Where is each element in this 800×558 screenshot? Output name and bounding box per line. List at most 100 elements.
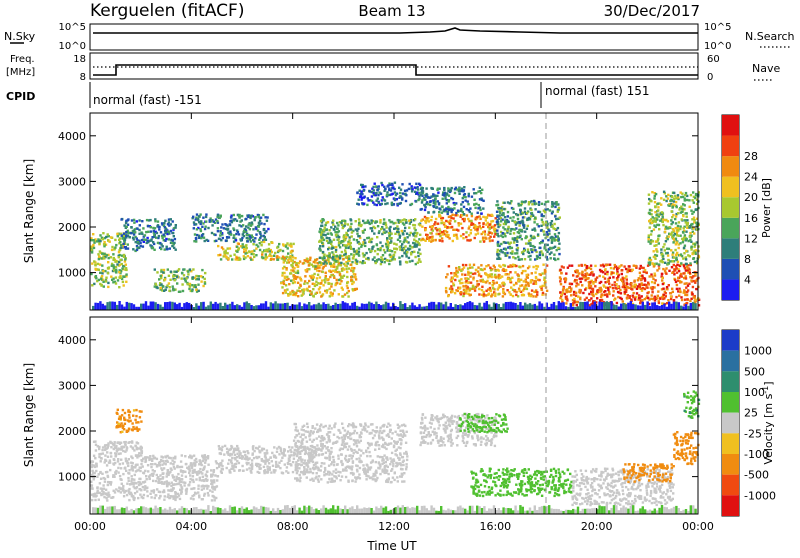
scatter-cell	[125, 235, 127, 237]
scatter-cell	[655, 248, 657, 250]
scatter-cell	[552, 211, 554, 213]
scatter-cell	[530, 249, 532, 251]
scatter-cell	[118, 286, 120, 288]
scatter-cell	[376, 244, 378, 246]
scatter-cell	[363, 239, 365, 241]
scatter-cell	[458, 193, 460, 195]
scatter-cell	[370, 241, 372, 243]
scatter-cell	[99, 250, 101, 252]
scatter-cell	[441, 240, 443, 242]
scatter-cell	[327, 248, 329, 250]
scatter-cell	[352, 288, 354, 290]
scatter-cell	[417, 262, 419, 264]
scatter-cell	[515, 265, 517, 267]
scatter-cell	[469, 288, 471, 290]
scatter-cell	[676, 234, 678, 236]
scatter-cell	[145, 231, 147, 233]
scatter-cell	[116, 412, 118, 414]
scatter-cell	[646, 287, 648, 289]
ground-scatter-cell	[145, 301, 147, 310]
ground-scatter-cell	[486, 301, 488, 310]
scatter-cell	[551, 225, 553, 227]
scatter-cell	[354, 289, 356, 291]
scatter-cell	[154, 285, 156, 287]
scatter-cell	[554, 215, 556, 217]
scatter-cell	[679, 242, 681, 244]
scatter-cell	[91, 251, 93, 253]
scatter-cell	[471, 215, 473, 217]
scatter-cell	[356, 191, 358, 193]
scatter-cell	[438, 211, 440, 213]
ground-scatter-cell	[318, 303, 320, 310]
scatter-cell	[651, 288, 653, 290]
scatter-cell	[95, 470, 97, 472]
scatter-cell	[94, 493, 96, 495]
scatter-cell	[505, 269, 507, 271]
scatter-cell	[388, 187, 390, 189]
scatter-cell	[470, 294, 472, 296]
scatter-cell	[517, 218, 519, 220]
scatter-cell	[498, 264, 500, 266]
scatter-cell	[328, 237, 330, 239]
scatter-cell	[343, 263, 345, 265]
scatter-cell	[344, 293, 346, 295]
scatter-cell	[337, 224, 339, 226]
scatter-cell	[127, 232, 129, 234]
ground-scatter-cell	[613, 305, 615, 310]
scatter-cell	[179, 291, 181, 293]
scatter-cell	[157, 220, 159, 222]
scatter-cell	[521, 238, 523, 240]
scatter-cell	[366, 222, 368, 224]
scatter-cell	[521, 258, 523, 260]
scatter-cell	[260, 244, 262, 246]
scatter-cell	[617, 291, 619, 293]
scatter-cell	[470, 229, 472, 231]
scatter-cell	[394, 233, 396, 235]
scatter-cell	[342, 258, 344, 260]
scatter-cell	[485, 273, 487, 275]
scatter-cell	[467, 274, 469, 276]
scatter-cell	[529, 243, 531, 245]
scatter-cell	[128, 236, 130, 238]
scatter-cell	[119, 264, 121, 266]
scatter-cell	[595, 293, 597, 295]
scatter-cell	[375, 192, 377, 194]
scatter-cell	[348, 290, 350, 292]
scatter-cell	[434, 239, 436, 241]
scatter-cell	[230, 233, 232, 235]
scatter-cell	[645, 284, 647, 286]
scatter-cell	[102, 446, 104, 448]
scatter-cell	[204, 282, 206, 284]
scatter-cell	[114, 239, 116, 241]
scatter-cell	[267, 228, 269, 230]
scatter-cell	[611, 272, 613, 274]
scatter-cell	[677, 212, 679, 214]
scatter-cell	[174, 238, 176, 240]
scatter-cell	[686, 302, 688, 304]
scatter-cell	[127, 243, 129, 245]
ground-scatter-cell	[594, 302, 596, 311]
scatter-cell	[197, 219, 199, 221]
scatter-cell	[454, 220, 456, 222]
scatter-cell	[661, 273, 663, 275]
scatter-cell	[413, 251, 415, 253]
ground-scatter-cell	[214, 302, 216, 310]
scatter-cell	[525, 281, 527, 283]
scatter-cell	[94, 457, 96, 459]
scatter-cell	[384, 203, 386, 205]
scatter-cell	[476, 280, 478, 282]
scatter-cell	[427, 203, 429, 205]
scatter-cell	[532, 283, 534, 285]
ground-scatter-cell	[202, 302, 204, 310]
scatter-cell	[514, 289, 516, 291]
scatter-cell	[324, 224, 326, 226]
scatter-cell	[422, 187, 424, 189]
scatter-cell	[379, 219, 381, 221]
scatter-cell	[225, 224, 227, 226]
scatter-cell	[668, 235, 670, 237]
scatter-cell	[597, 289, 599, 291]
scatter-cell	[488, 237, 490, 239]
ground-scatter-cell	[687, 306, 689, 310]
scatter-cell	[447, 187, 449, 189]
